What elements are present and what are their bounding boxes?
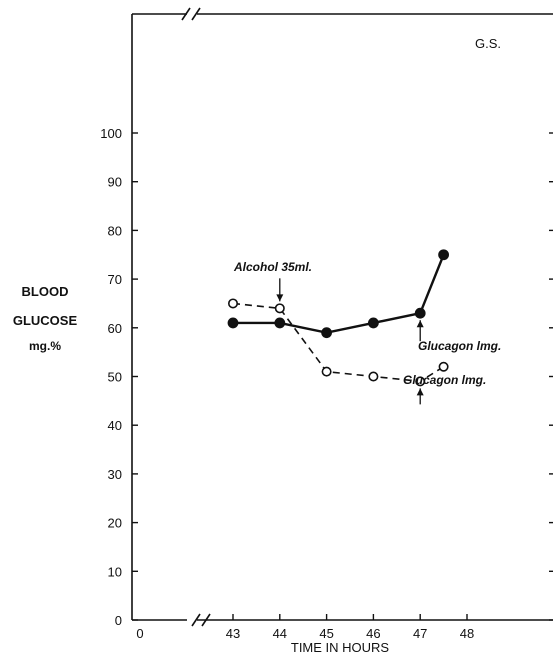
filled-circle-point bbox=[322, 328, 331, 337]
annotation-glucagon-dashed: Glucagon lmg. bbox=[403, 373, 486, 387]
annotation-arrows bbox=[276, 278, 423, 404]
y-tick-label: 100 bbox=[100, 126, 122, 141]
x-tick-label: 43 bbox=[226, 626, 240, 641]
y-tick-label: 10 bbox=[108, 564, 122, 579]
axis-break-marks bbox=[182, 8, 210, 626]
annotation-alcohol: Alcohol 35ml. bbox=[233, 260, 312, 274]
y-tick-label: 30 bbox=[108, 467, 122, 482]
open-circle-point bbox=[369, 372, 377, 380]
arrow-glucagon-solid-head bbox=[417, 320, 424, 327]
x-axis-title: TIME IN HOURS bbox=[291, 640, 390, 655]
plot-frame bbox=[132, 14, 553, 620]
x-tick-label: 48 bbox=[460, 626, 474, 641]
x-tick-label: 45 bbox=[319, 626, 333, 641]
y-tick-label: 50 bbox=[108, 370, 122, 385]
filled-circle-point bbox=[228, 318, 237, 327]
filled-circle-point bbox=[416, 309, 425, 318]
arrow-glucagon-dashed-head bbox=[417, 388, 424, 395]
x-origin-label: 0 bbox=[136, 626, 143, 641]
y-tick-label: 70 bbox=[108, 272, 122, 287]
y-tick-label: 20 bbox=[108, 516, 122, 531]
y-axis-title: BLOOD GLUCOSE mg.% bbox=[13, 284, 78, 353]
arrow-alcohol-head bbox=[276, 294, 283, 301]
corner-label: G.S. bbox=[475, 36, 501, 51]
y-axis-title-line-1: BLOOD bbox=[22, 284, 69, 299]
x-ticks: 43 44 45 46 47 48 bbox=[226, 614, 474, 641]
y-tick-label: 80 bbox=[108, 223, 122, 238]
filled-circle-point bbox=[439, 250, 448, 259]
x-tick-label: 44 bbox=[273, 626, 287, 641]
filled-circle-point bbox=[369, 318, 378, 327]
x-tick-label: 47 bbox=[413, 626, 427, 641]
annotation-glucagon-solid: Glucagon lmg. bbox=[418, 339, 501, 353]
open-circle-point bbox=[322, 367, 330, 375]
y-tick-label: 90 bbox=[108, 175, 122, 190]
open-circle-point bbox=[276, 304, 284, 312]
y-axis-title-line-3: mg.% bbox=[29, 339, 61, 353]
filled-circle-point bbox=[275, 318, 284, 327]
y-tick-label: 40 bbox=[108, 418, 122, 433]
open-circle-point bbox=[229, 299, 237, 307]
open-circle-point bbox=[439, 363, 447, 371]
x-tick-label: 46 bbox=[366, 626, 380, 641]
y-tick-label: 0 bbox=[115, 613, 122, 628]
y-axis-title-line-2: GLUCOSE bbox=[13, 313, 78, 328]
y-tick-label: 60 bbox=[108, 321, 122, 336]
